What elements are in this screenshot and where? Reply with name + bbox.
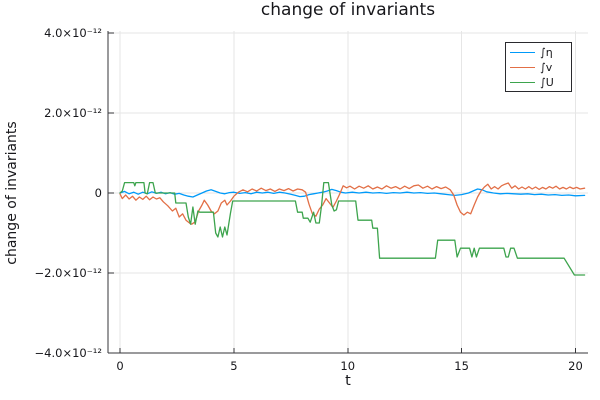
legend-label-U: ∫U <box>540 75 554 89</box>
legend-item-v: ∫v <box>506 60 571 74</box>
x-tick-label: 10 <box>340 359 355 373</box>
legend-line-swatch-v <box>510 66 535 68</box>
legend-box: ∫η ∫v ∫U <box>505 42 572 92</box>
legend-line-swatch-eta <box>510 51 535 53</box>
x-tick-label: 0 <box>116 359 123 373</box>
y-tick-label: 0 <box>95 186 102 200</box>
x-axis-label: t <box>345 373 351 389</box>
legend-label-eta: ∫η <box>540 45 553 59</box>
x-tick-label: 5 <box>230 359 237 373</box>
legend-label-v: ∫v <box>540 60 553 74</box>
x-tick-label: 20 <box>568 359 583 373</box>
legend-item-U: ∫U <box>506 75 571 89</box>
chart-title: change of invariants <box>260 0 436 20</box>
legend-item-eta: ∫η <box>506 45 571 59</box>
series-line-∫v <box>119 182 586 225</box>
y-tick-label: −2.0×10⁻¹² <box>35 266 102 280</box>
y-tick-label: −4.0×10⁻¹² <box>35 346 102 360</box>
x-tick-label: 15 <box>454 359 469 373</box>
legend-line-swatch-U <box>510 81 535 83</box>
series-line-∫U <box>119 181 586 276</box>
y-tick-label: 2.0×10⁻¹² <box>44 106 102 120</box>
y-tick-label: 4.0×10⁻¹² <box>44 26 102 40</box>
series-line-∫η <box>119 188 586 198</box>
